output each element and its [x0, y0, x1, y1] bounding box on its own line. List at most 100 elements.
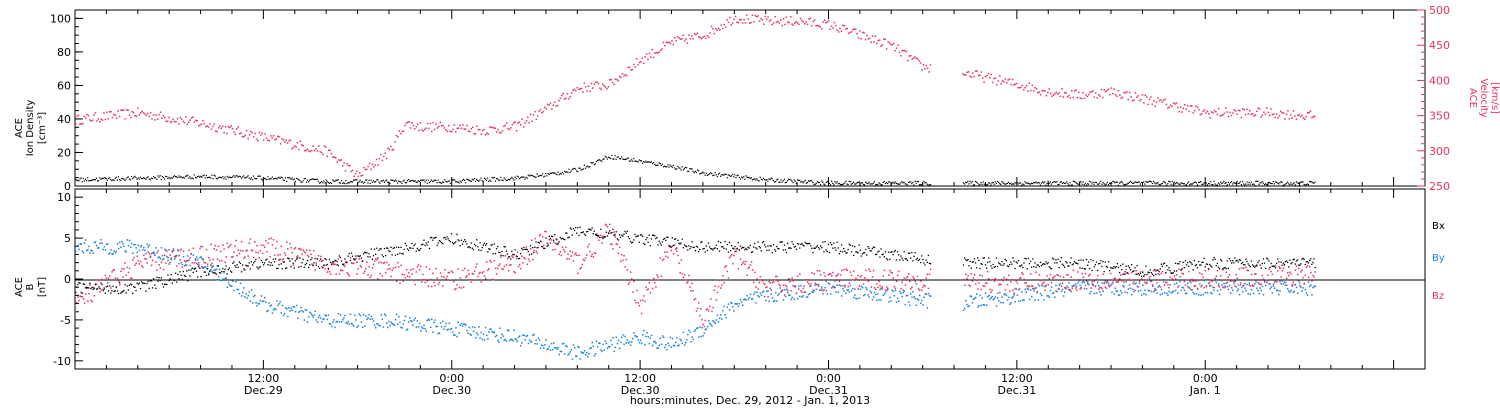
data-point-left-series	[129, 179, 132, 181]
data-point-right-series	[1254, 114, 1257, 116]
data-point-bz	[102, 290, 104, 292]
data-point-bz	[805, 279, 808, 281]
data-point-by	[1269, 287, 1271, 290]
data-point-by	[391, 322, 393, 325]
data-point-right-series	[137, 107, 139, 109]
data-point-bx	[659, 242, 661, 244]
data-point-bz	[313, 250, 315, 252]
data-point-bz	[551, 249, 554, 251]
data-point-left-series	[903, 181, 905, 183]
data-point-right-series	[253, 136, 255, 138]
data-point-left-series	[388, 181, 390, 183]
data-point-right-series	[158, 113, 160, 116]
data-point-left-series	[766, 179, 768, 181]
data-point-bx	[647, 241, 649, 243]
data-point-bx	[134, 286, 136, 288]
data-point-bz	[826, 279, 829, 281]
data-point-right-series	[388, 148, 391, 151]
data-point-left-series	[971, 180, 973, 183]
data-point-bz	[578, 254, 580, 257]
data-point-left-series	[1178, 183, 1180, 185]
data-point-left-series	[178, 175, 180, 177]
data-point-right-series	[777, 20, 779, 23]
data-point-bx	[517, 258, 520, 260]
data-point-bz	[1095, 278, 1098, 281]
data-point-by	[545, 339, 547, 341]
data-point-bx	[87, 287, 89, 289]
data-point-right-series	[288, 140, 290, 142]
data-point-bz	[832, 271, 834, 274]
data-point-bz	[434, 285, 436, 287]
data-point-right-series	[757, 15, 759, 17]
data-point-by	[747, 298, 749, 301]
data-point-left-series	[438, 181, 440, 183]
data-point-by	[968, 304, 970, 307]
data-point-left-series	[974, 180, 977, 183]
data-point-bx	[494, 252, 497, 255]
data-point-by	[302, 311, 304, 313]
data-point-by	[702, 335, 704, 337]
data-point-left-series	[493, 176, 495, 178]
data-point-bz	[131, 277, 133, 279]
data-point-bz	[556, 243, 558, 246]
data-point-right-series	[741, 22, 744, 24]
data-point-right-series	[665, 41, 667, 43]
data-point-by	[246, 297, 248, 299]
data-point-left-series	[579, 167, 581, 169]
data-point-by	[1251, 285, 1254, 287]
data-point-bz	[532, 258, 534, 261]
data-point-by	[1227, 288, 1230, 291]
data-point-right-series	[250, 130, 252, 133]
data-point-bz	[93, 295, 96, 297]
data-point-right-series	[1261, 114, 1264, 116]
data-point-left-series	[1195, 182, 1197, 184]
data-point-right-series	[1233, 109, 1235, 111]
data-point-right-series	[141, 110, 143, 113]
data-point-by	[972, 298, 975, 301]
data-point-bz	[979, 274, 981, 276]
data-point-by	[483, 339, 486, 341]
data-point-by	[1125, 281, 1127, 283]
data-point-bx	[122, 290, 124, 293]
data-point-bz	[462, 286, 465, 288]
data-point-bz	[412, 268, 414, 270]
data-point-by	[1300, 286, 1302, 288]
data-point-bz	[840, 269, 843, 272]
data-point-left-series	[880, 184, 882, 186]
data-point-left-series	[458, 182, 460, 184]
data-point-by	[1301, 290, 1303, 292]
data-point-bx	[78, 282, 80, 284]
data-point-right-series	[739, 19, 741, 21]
data-point-left-series	[758, 180, 760, 182]
data-point-left-series	[1004, 183, 1006, 186]
data-point-by	[340, 321, 343, 323]
data-point-by	[883, 293, 886, 295]
data-point-bz	[1249, 285, 1252, 287]
data-point-left-series	[1306, 183, 1308, 185]
data-point-bz	[838, 280, 841, 283]
data-point-left-series	[701, 172, 703, 174]
time-tick-label: 12:00	[1001, 372, 1033, 385]
data-point-bx	[579, 226, 581, 228]
data-point-left-series	[1035, 181, 1037, 183]
data-point-left-series	[676, 168, 678, 170]
data-point-left-series	[169, 178, 171, 180]
data-point-left-series	[791, 180, 793, 182]
data-point-bz	[256, 244, 258, 247]
data-point-by	[506, 329, 509, 331]
data-point-by	[83, 242, 86, 244]
data-point-bz	[850, 274, 853, 276]
data-point-left-series	[1072, 180, 1074, 182]
data-point-bz	[77, 296, 79, 298]
data-point-left-series	[1203, 182, 1205, 184]
data-point-bx	[311, 257, 313, 259]
data-point-right-series	[346, 163, 348, 165]
data-point-bz	[476, 263, 478, 265]
data-point-bz	[1005, 278, 1008, 280]
data-point-by	[1237, 288, 1240, 290]
data-point-by	[1255, 280, 1257, 283]
data-point-left-series	[359, 179, 361, 181]
data-point-by	[995, 305, 998, 307]
data-point-by	[687, 333, 689, 336]
data-point-right-series	[319, 150, 321, 153]
